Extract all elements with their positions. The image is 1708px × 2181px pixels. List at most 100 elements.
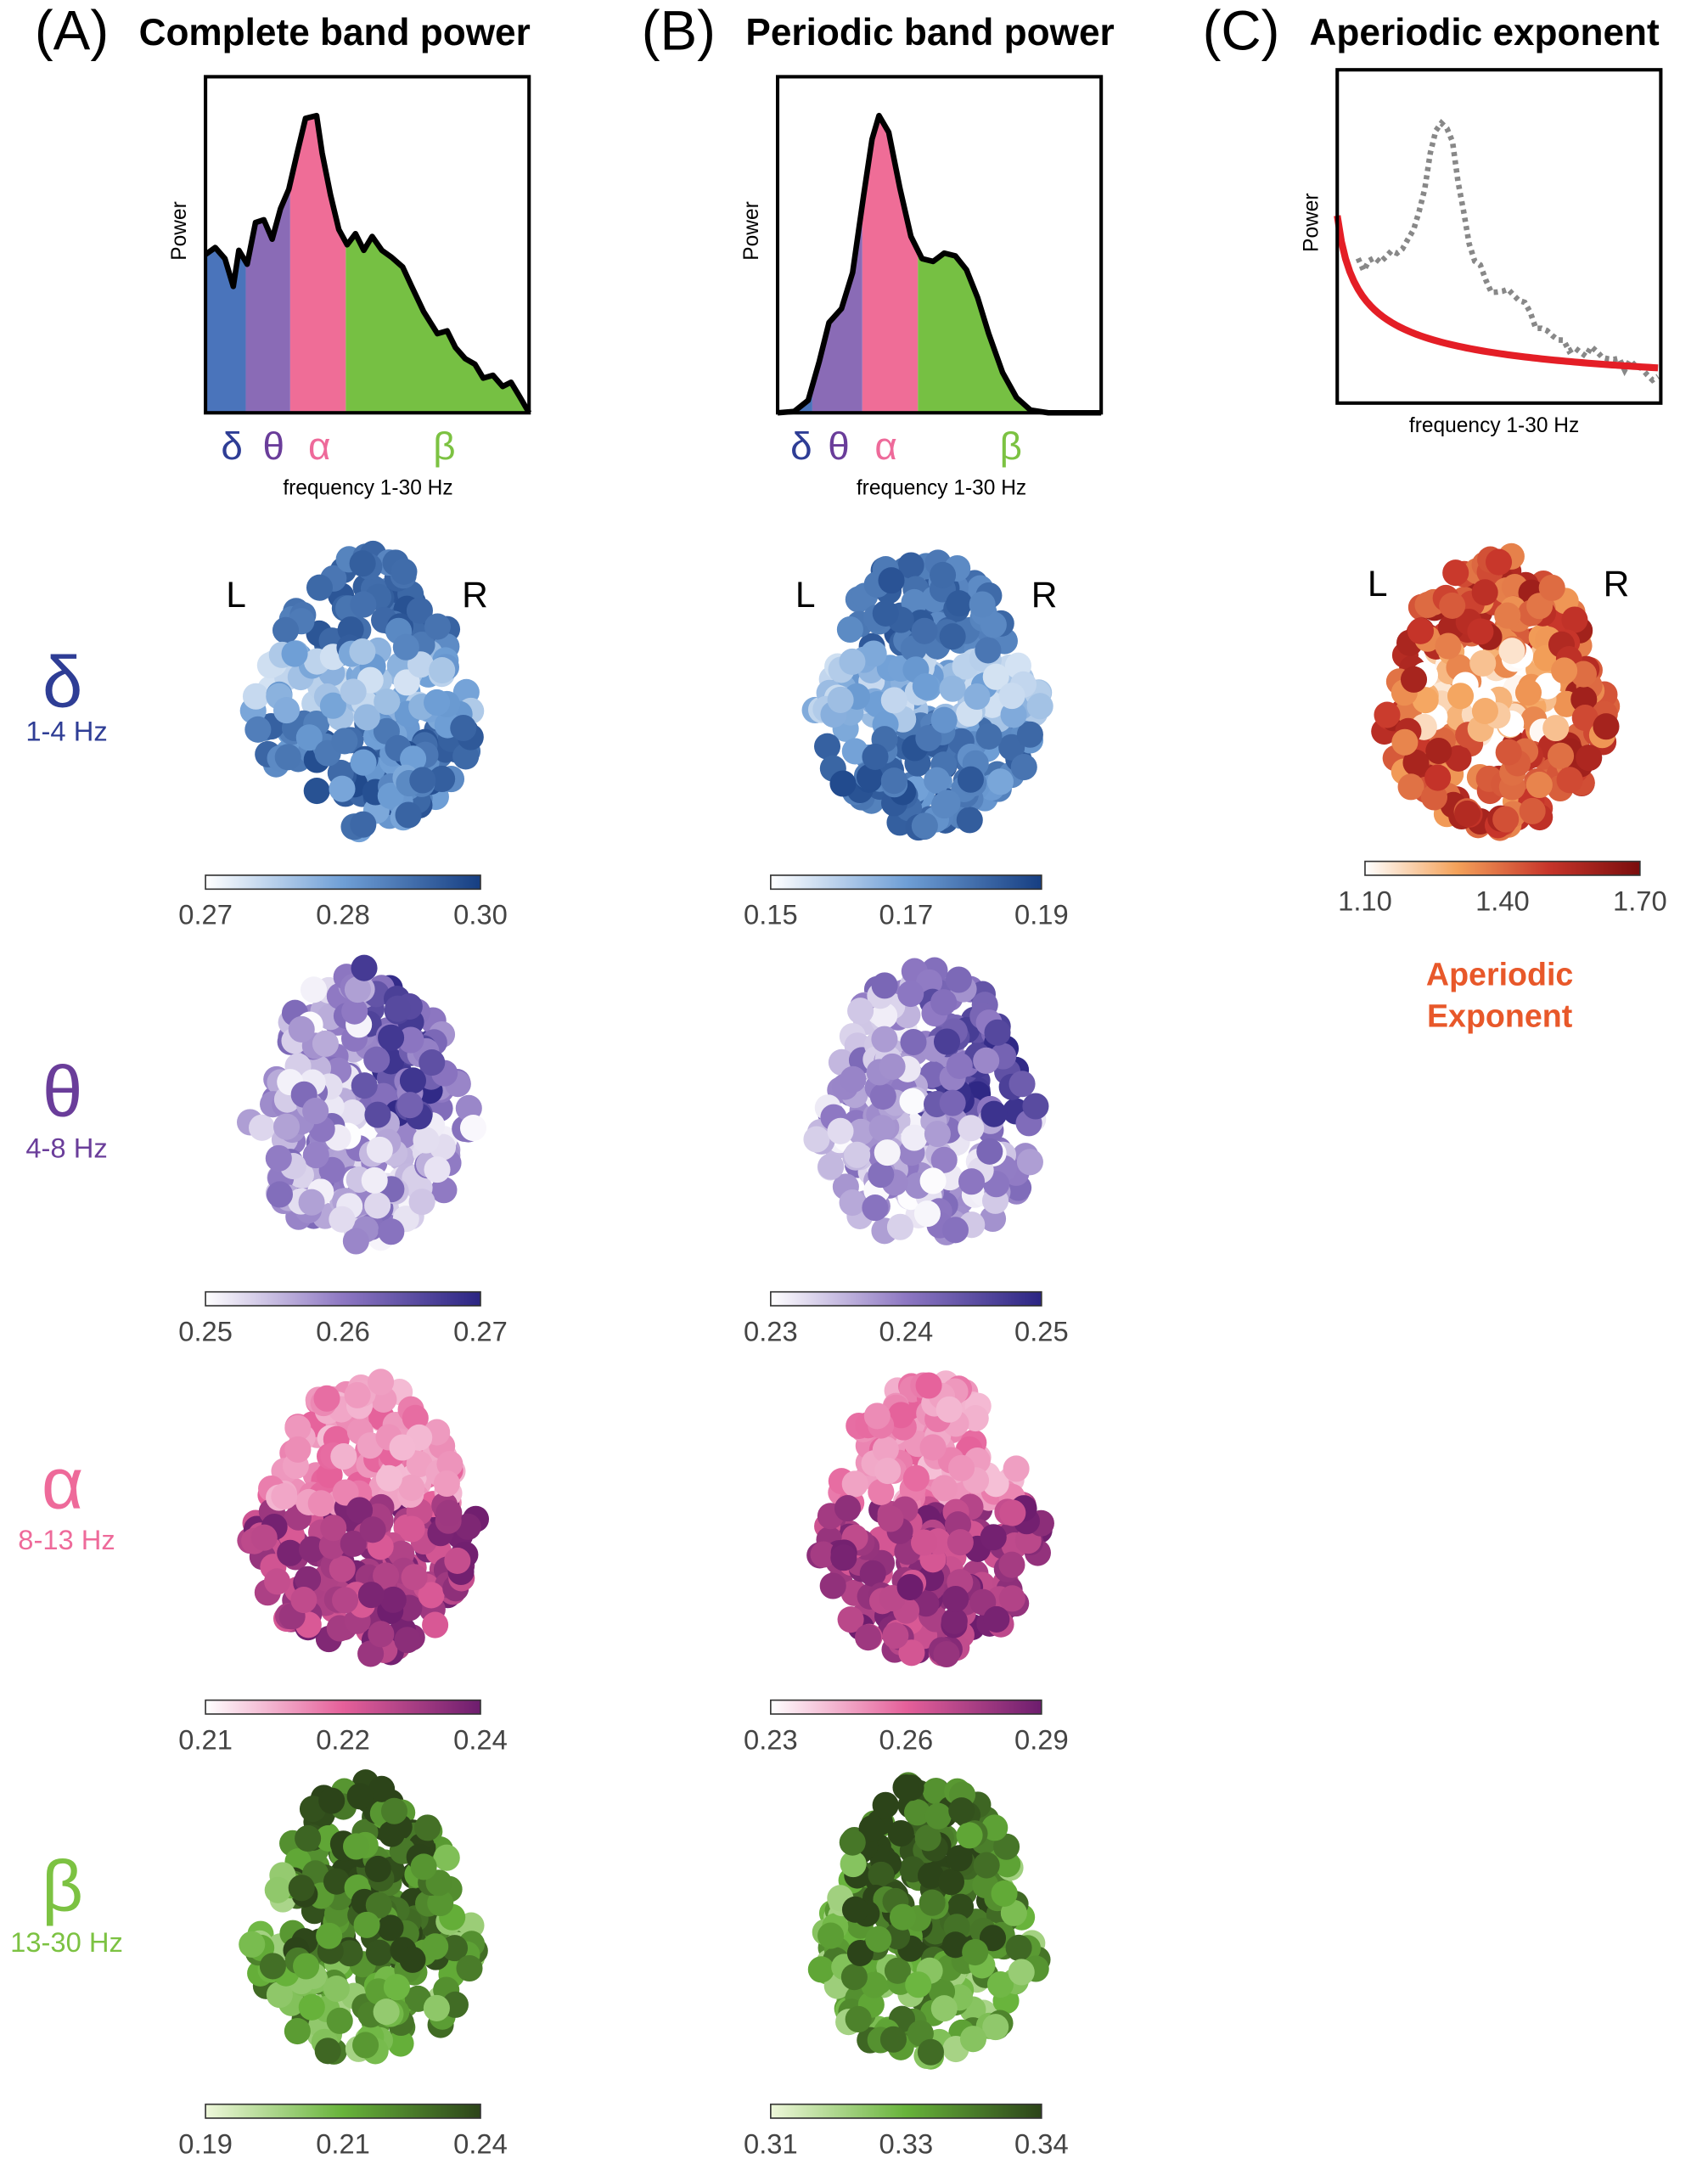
sensor-dot bbox=[841, 1470, 868, 1498]
sensor-dot bbox=[383, 1974, 410, 2001]
sensor-dot bbox=[363, 1046, 390, 1073]
sensor-dot bbox=[361, 1166, 388, 1194]
sensor-dot bbox=[911, 1529, 938, 1556]
sensor-dot bbox=[288, 1875, 315, 1902]
scalp-map bbox=[1371, 542, 1621, 841]
sensor-dot bbox=[841, 1896, 869, 1923]
sensor-dot bbox=[874, 1139, 901, 1166]
sensor-dot bbox=[373, 1998, 400, 2026]
sensor-dot bbox=[318, 1787, 346, 1814]
sensor-dot bbox=[872, 1436, 899, 1463]
sensor-dot bbox=[1551, 657, 1578, 684]
sensor-dot bbox=[298, 1993, 325, 2021]
sensor-dot bbox=[879, 2026, 907, 2053]
sensor-dot bbox=[946, 1052, 973, 1080]
sensor-dot bbox=[1000, 701, 1027, 728]
sensor-dot bbox=[387, 2030, 414, 2057]
sensor-dot bbox=[424, 1156, 451, 1183]
sensor-dot bbox=[398, 1515, 425, 1543]
band-area bbox=[289, 115, 346, 413]
sensor-dot bbox=[827, 686, 854, 713]
sensor-dot bbox=[919, 1167, 947, 1194]
sensor-dot bbox=[1425, 737, 1452, 765]
sensor-dot bbox=[357, 1582, 385, 1609]
sensor-dot bbox=[364, 1192, 391, 1219]
colorbar-tick: 0.24 bbox=[879, 1315, 934, 1346]
band-area bbox=[245, 183, 290, 413]
sensor-dot bbox=[303, 778, 330, 805]
sensor-dot bbox=[353, 704, 380, 731]
sensor-dot bbox=[272, 1113, 301, 1140]
sensor-dot bbox=[930, 989, 958, 1016]
band-area bbox=[862, 115, 919, 413]
sensor-dot bbox=[874, 1457, 902, 1485]
sensor-dot bbox=[336, 1940, 363, 1967]
sensor-dot bbox=[914, 1824, 941, 1852]
sensor-dot bbox=[942, 1585, 969, 1613]
colorbar-tick: 0.33 bbox=[879, 2128, 934, 2159]
sensor-dot bbox=[1498, 638, 1525, 665]
sensor-dot bbox=[982, 2014, 1009, 2041]
sensor-dot bbox=[871, 1002, 898, 1029]
sensor-dot bbox=[980, 1524, 1007, 1551]
sensor-dot bbox=[819, 1572, 846, 1599]
sensor-dot bbox=[441, 1935, 469, 1962]
sensor-dot bbox=[880, 687, 907, 714]
sensor-dot bbox=[958, 1115, 985, 1142]
sensor-dot bbox=[872, 599, 899, 627]
colorbar-tick: 0.21 bbox=[178, 1723, 233, 1755]
plot-frame bbox=[204, 75, 531, 415]
sensor-dot bbox=[295, 1824, 322, 1852]
colorbar bbox=[770, 1699, 1042, 1715]
sensor-dot bbox=[1561, 606, 1588, 633]
sensor-dot bbox=[1547, 742, 1575, 769]
sensor-dot bbox=[339, 1099, 366, 1127]
sensor-dot bbox=[905, 1971, 932, 1998]
sensor-dot bbox=[947, 1529, 974, 1556]
panel-title: Complete band power bbox=[139, 12, 531, 53]
sensor-dot bbox=[266, 1981, 293, 2009]
sensor-dot bbox=[353, 1911, 380, 1938]
sensor-dot bbox=[948, 1797, 975, 1824]
sensor-dot bbox=[837, 1606, 864, 1633]
sensor-dot bbox=[332, 1587, 359, 1614]
sensor-dot bbox=[945, 966, 972, 993]
colorbar-tick: 0.29 bbox=[1014, 1723, 1069, 1755]
sensor-dot bbox=[406, 597, 433, 624]
band-letter: δ bbox=[221, 424, 243, 468]
sensor-dot bbox=[409, 767, 436, 794]
sensor-dot bbox=[962, 1405, 989, 1432]
sensor-dot bbox=[302, 1098, 329, 1125]
sensor-dot bbox=[340, 678, 367, 705]
sensor-dot bbox=[839, 1829, 866, 1856]
sensor-dot bbox=[374, 689, 401, 716]
colorbar-tick: 0.26 bbox=[316, 1315, 370, 1346]
sensor-dot bbox=[892, 1773, 919, 1802]
sensor-dot bbox=[840, 1964, 868, 1991]
sensor-dot bbox=[1471, 698, 1498, 725]
sensor-dot bbox=[930, 1146, 958, 1173]
sensor-dot bbox=[982, 1470, 1009, 1498]
sensor-dot bbox=[947, 1893, 975, 1920]
sensor-dot bbox=[803, 1126, 830, 1153]
sensor-dot bbox=[272, 697, 301, 724]
band-range: 13-30 Hz bbox=[10, 1926, 123, 1958]
sensor-dot bbox=[341, 998, 368, 1025]
band-range: 4-8 Hz bbox=[25, 1132, 107, 1163]
sensor-dot bbox=[395, 801, 422, 829]
sensor-dot bbox=[877, 1505, 904, 1532]
sensor-dot bbox=[293, 1953, 320, 1980]
spectrum-line bbox=[204, 112, 532, 414]
sensor-dot bbox=[956, 1822, 983, 1849]
y-axis-label: Power bbox=[168, 201, 191, 261]
sensor-dot bbox=[1400, 666, 1428, 693]
sensor-dot bbox=[865, 1925, 892, 1953]
sensor-dot bbox=[868, 1861, 895, 1888]
sensor-dot bbox=[939, 1089, 966, 1116]
colorbar-tick: 1.70 bbox=[1613, 885, 1667, 916]
colorbar-tick: 0.34 bbox=[1014, 2128, 1069, 2159]
sensor-dot bbox=[343, 1833, 370, 1860]
sensor-dot bbox=[1016, 1149, 1043, 1176]
sensor-dot bbox=[375, 1464, 402, 1492]
colorbar-tick: 0.23 bbox=[744, 1723, 798, 1755]
